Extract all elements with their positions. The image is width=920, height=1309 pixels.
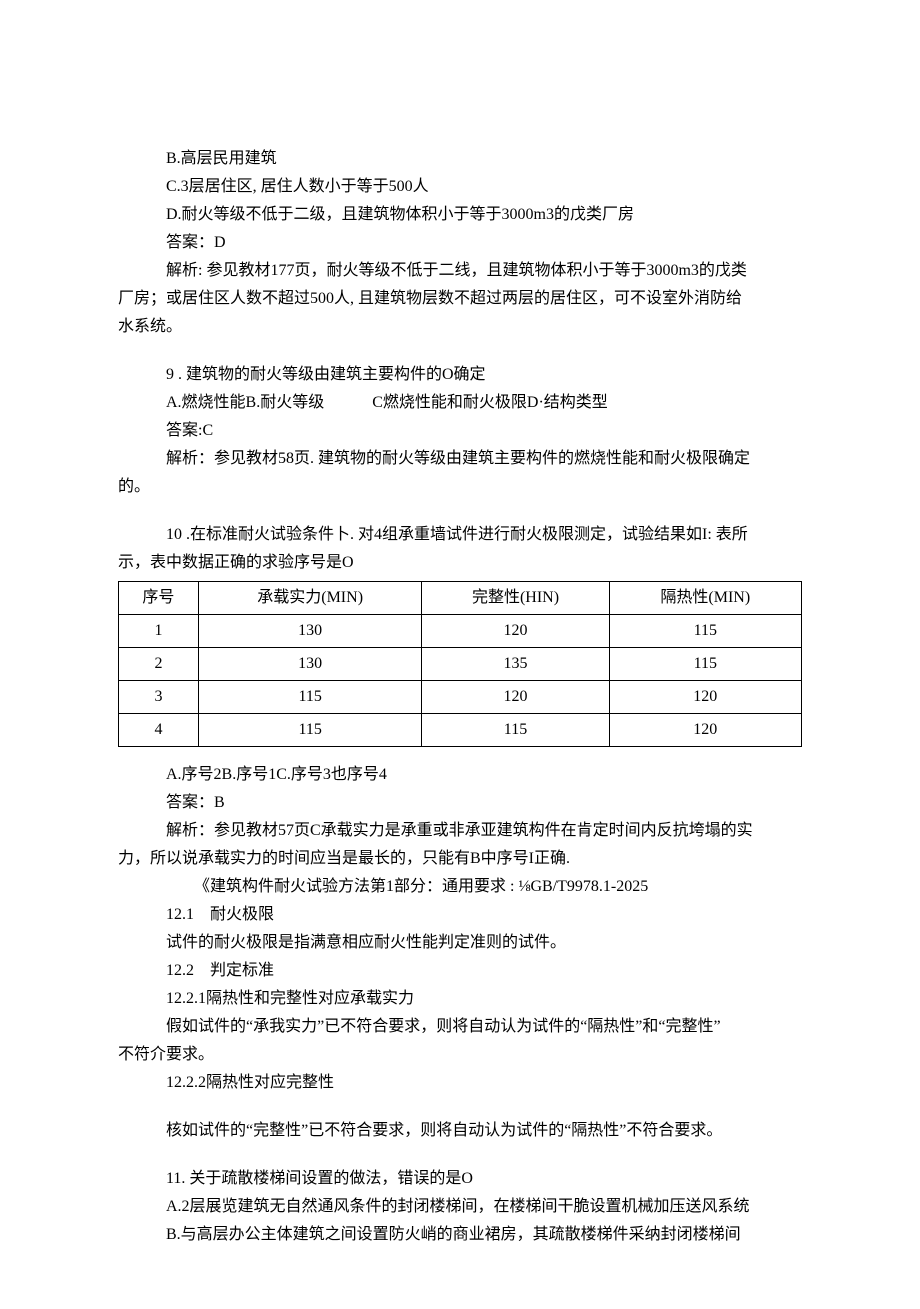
table-header: 承载实力(MIN)	[198, 582, 422, 615]
option-b: B.高层民用建筑	[118, 145, 802, 173]
question-11: 11. 关于疏散楼梯间设置的做法，错误的是O	[118, 1165, 802, 1193]
table-cell: 130	[198, 615, 422, 648]
answer-text: 答案:C	[118, 417, 802, 445]
data-table: 序号 承载实力(MIN) 完整性(HIN) 隔热性(MIN) 1 130 120…	[118, 581, 802, 747]
table-header: 隔热性(MIN)	[609, 582, 801, 615]
answer-text: 答案：B	[118, 789, 802, 817]
explanation-line: 的。	[118, 473, 802, 501]
table-row: 1 130 120 115	[119, 615, 802, 648]
option-d: D.耐火等级不低于二级，且建筑物体积小于等于3000m3的戊类厂房	[118, 201, 802, 229]
question-11-option-a: A.2层展览建筑无自然通风条件的封闭楼梯间，在楼梯间干脆设置机械加压送风系统	[118, 1193, 802, 1221]
explanation-line: 解析：参见教材57页C承载实力是承重或非承亚建筑构件在肯定时间内反抗垮塌的实	[118, 817, 802, 845]
table-cell: 115	[198, 681, 422, 714]
table-cell: 120	[422, 615, 609, 648]
section-12-1: 12.1 耐火极限	[118, 901, 802, 929]
explanation-line: 力，所以说承载实力的时间应当是最长的，只能有B中序号I正确.	[118, 845, 802, 873]
table-cell: 115	[609, 648, 801, 681]
table-cell: 115	[422, 714, 609, 747]
section-12-2: 12.2 判定标准	[118, 957, 802, 985]
document-page: B.高层民用建筑 C.3层居住区, 居住人数小于等于500人 D.耐火等级不低于…	[0, 0, 920, 1309]
table-cell: 120	[609, 681, 801, 714]
table-header-row: 序号 承载实力(MIN) 完整性(HIN) 隔热性(MIN)	[119, 582, 802, 615]
table-cell: 135	[422, 648, 609, 681]
table-cell: 4	[119, 714, 199, 747]
explanation-line: 解析: 参见教材177页，耐火等级不低于二线，且建筑物体积小于等于3000m3的…	[118, 257, 802, 285]
table-cell: 120	[609, 714, 801, 747]
table-cell: 2	[119, 648, 199, 681]
table-cell: 3	[119, 681, 199, 714]
explanation-line: 厂房；或居住区人数不超过500人, 且建筑物层数不超过两层的居住区，可不设室外消…	[118, 285, 802, 313]
table-header: 序号	[119, 582, 199, 615]
table-row: 3 115 120 120	[119, 681, 802, 714]
option-c: C.3层居住区, 居住人数小于等于500人	[118, 173, 802, 201]
table-row: 4 115 115 120	[119, 714, 802, 747]
question-10-options: A.序号2B.序号1C.序号3也序号4	[118, 761, 802, 789]
section-12-2-1: 12.2.1隔热性和完整性对应承载实力	[118, 985, 802, 1013]
table-header: 完整性(HIN)	[422, 582, 609, 615]
section-12-2-2: 12.2.2隔热性对应完整性	[118, 1069, 802, 1097]
section-12-1-text: 试件的耐火极限是指满意相应耐火性能判定准则的试件。	[118, 929, 802, 957]
question-9: 9 . 建筑物的耐火等级由建筑主要构件的O确定	[118, 361, 802, 389]
question-10: 10 .在标准耐火试验条件卜. 对4组承重墙试件进行耐火极限测定，试验结果如I:…	[118, 521, 802, 549]
section-12-2-1-text-cont: 不符介要求。	[118, 1041, 802, 1069]
table-cell: 120	[422, 681, 609, 714]
table-cell: 115	[609, 615, 801, 648]
table-row: 2 130 135 115	[119, 648, 802, 681]
explanation-line: 解析：参见教材58页. 建筑物的耐火等级由建筑主要构件的燃烧性能和耐火极限确定	[118, 445, 802, 473]
explanation-line: 水系统。	[118, 313, 802, 341]
question-9-options: A.燃烧性能B.耐火等级 C燃烧性能和耐火极限D·结构类型	[118, 389, 802, 417]
answer-text: 答案：D	[118, 229, 802, 257]
section-12-2-2-text: 核如试件的“完整性”已不符合要求，则将自动认为试件的“隔热性”不符合要求。	[118, 1117, 802, 1145]
question-11-option-b: B.与高层办公主体建筑之间设置防火峭的商业裙房，其疏散楼梯件采纳封闭楼梯间	[118, 1221, 802, 1249]
table-cell: 115	[198, 714, 422, 747]
question-10-cont: 示，表中数据正确的求验序号是O	[118, 549, 802, 577]
section-12-2-1-text: 假如试件的“承我实力”已不符合要求，则将自动认为试件的“隔热性”和“完整性”	[118, 1013, 802, 1041]
reference-line: 《建筑构件耐火试验方法第1部分：通用要求 : ⅛GB/T9978.1-2025	[118, 873, 802, 901]
table-cell: 130	[198, 648, 422, 681]
table-cell: 1	[119, 615, 199, 648]
